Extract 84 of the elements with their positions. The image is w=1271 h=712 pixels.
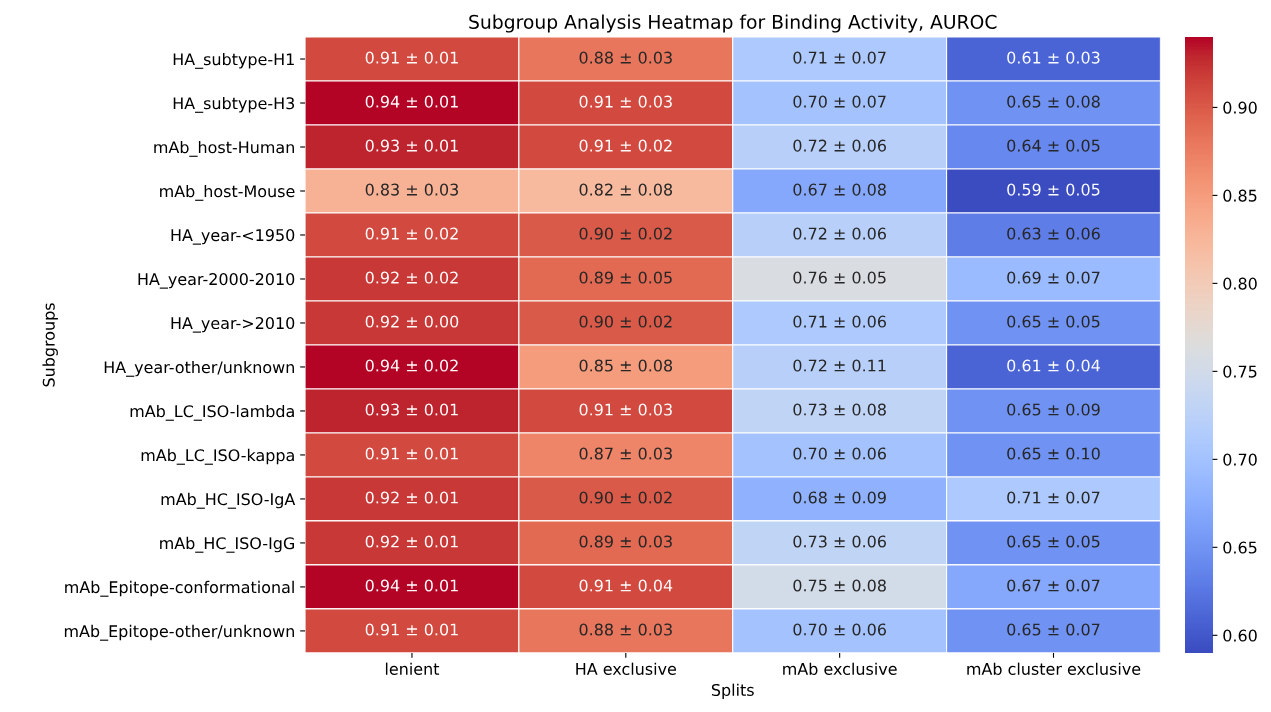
x-tick-label: mAb exclusive xyxy=(783,662,897,675)
data-label: 0.61 ± 0.03 xyxy=(1007,51,1100,64)
data-label: 0.91 ± 0.01 xyxy=(365,623,458,636)
data-label: 0.91 ± 0.03 xyxy=(579,403,672,416)
y-tick-label: mAb_LC_ISO-kappa xyxy=(141,448,294,465)
y-tick-label: HA_year->2010 xyxy=(171,317,295,333)
data-label: 0.73 ± 0.06 xyxy=(793,535,886,548)
data-label: 0.71 ± 0.06 xyxy=(793,315,886,328)
data-label: 0.69 ± 0.07 xyxy=(1007,271,1100,284)
y-tick-label: mAb_host-Human xyxy=(154,140,294,157)
x-tick-label: mAb cluster exclusive xyxy=(967,662,1141,675)
data-label: 0.71 ± 0.07 xyxy=(793,51,886,64)
y-tick-label: mAb_Epitope-conformational xyxy=(65,580,294,597)
data-label: 0.92 ± 0.02 xyxy=(365,271,458,284)
x-tick-label: HA exclusive xyxy=(576,662,677,675)
y-tick-label: HA_year-<1950 xyxy=(171,229,295,245)
data-label: 0.70 ± 0.07 xyxy=(793,95,886,108)
color-bar-label: 0.85 xyxy=(1223,189,1257,202)
data-label: 0.92 ± 0.01 xyxy=(365,535,458,548)
x-axis-title: Splits xyxy=(711,683,754,700)
data-label: 0.90 ± 0.02 xyxy=(579,491,672,504)
data-label: 0.65 ± 0.05 xyxy=(1007,315,1100,328)
color-bar-label: 0.90 xyxy=(1223,101,1257,114)
data-label: 0.88 ± 0.03 xyxy=(579,623,672,636)
chart-title: Subgroup Analysis Heatmap for Binding Activity, AUROC xyxy=(469,14,997,33)
data-label: 0.94 ± 0.01 xyxy=(365,579,458,592)
data-label: 0.72 ± 0.06 xyxy=(793,227,886,240)
data-label: 0.85 ± 0.08 xyxy=(579,359,673,372)
data-label: 0.67 ± 0.08 xyxy=(793,183,886,196)
data-label: 0.75 ± 0.08 xyxy=(793,579,886,592)
data-label: 0.93 ± 0.01 xyxy=(365,139,458,152)
y-tick-label: HA_year-other/unknown xyxy=(104,360,294,377)
data-label: 0.91 ± 0.03 xyxy=(579,95,672,108)
color-bar-label: 0.60 xyxy=(1223,629,1257,642)
data-label: 0.89 ± 0.05 xyxy=(579,271,672,284)
color-bar-label: 0.80 xyxy=(1223,277,1257,290)
y-tick-label: mAb_HC_ISO-IgG xyxy=(160,536,294,553)
data-label: 0.87 ± 0.03 xyxy=(579,447,672,460)
data-label: 0.65 ± 0.10 xyxy=(1007,447,1100,460)
data-label: 0.92 ± 0.01 xyxy=(365,491,458,504)
y-tick-label: HA_subtype-H1 xyxy=(173,52,294,69)
data-label: 0.63 ± 0.06 xyxy=(1007,227,1100,240)
data-label: 0.71 ± 0.07 xyxy=(1007,491,1100,504)
y-tick-label: mAb_HC_ISO-IgA xyxy=(161,492,296,509)
color-bar-label: 0.75 xyxy=(1223,365,1257,378)
data-label: 0.94 ± 0.01 xyxy=(365,95,458,108)
data-label: 0.70 ± 0.06 xyxy=(793,447,886,460)
data-label: 0.88 ± 0.03 xyxy=(579,51,672,64)
data-label: 0.90 ± 0.02 xyxy=(579,315,672,328)
data-label: 0.93 ± 0.01 xyxy=(365,403,458,416)
data-label: 0.91 ± 0.04 xyxy=(579,579,673,592)
data-label: 0.91 ± 0.01 xyxy=(365,447,458,460)
data-label: 0.83 ± 0.03 xyxy=(365,183,459,196)
y-tick-label: HA_subtype-H3 xyxy=(173,96,295,113)
data-label: 0.68 ± 0.09 xyxy=(793,491,886,504)
data-label: 0.90 ± 0.02 xyxy=(579,227,672,240)
data-label: 0.65 ± 0.09 xyxy=(1007,403,1100,416)
data-label: 0.70 ± 0.06 xyxy=(793,623,886,636)
data-label: 0.94 ± 0.02 xyxy=(365,359,458,372)
data-label: 0.67 ± 0.07 xyxy=(1007,579,1100,592)
data-label: 0.64 ± 0.05 xyxy=(1007,139,1100,152)
data-label: 0.91 ± 0.01 xyxy=(365,51,458,64)
data-label: 0.76 ± 0.05 xyxy=(793,271,886,284)
color-bar-label: 0.65 xyxy=(1223,541,1257,554)
data-label: 0.89 ± 0.03 xyxy=(579,535,672,548)
data-label: 0.65 ± 0.05 xyxy=(1007,535,1100,548)
y-tick-label: HA_year-2000-2010 xyxy=(138,273,295,289)
data-label: 0.72 ± 0.06 xyxy=(793,139,886,152)
x-tick-label: lenient xyxy=(385,662,440,675)
data-label: 0.73 ± 0.08 xyxy=(793,403,886,416)
data-label: 0.61 ± 0.04 xyxy=(1007,359,1100,372)
data-label: 0.82 ± 0.08 xyxy=(579,183,673,196)
color-bar-label: 0.70 xyxy=(1223,453,1257,466)
data-label: 0.72 ± 0.11 xyxy=(793,359,886,372)
data-label: 0.65 ± 0.07 xyxy=(1007,623,1100,636)
y-tick-label: mAb_host-Mouse xyxy=(160,184,295,201)
y-tick-label: mAb_LC_ISO-lambda xyxy=(130,404,294,421)
data-label: 0.59 ± 0.05 xyxy=(1007,183,1100,196)
data-label: 0.92 ± 0.00 xyxy=(365,315,459,328)
data-label: 0.65 ± 0.08 xyxy=(1007,95,1100,108)
data-label: 0.91 ± 0.02 xyxy=(579,139,672,152)
data-label: 0.91 ± 0.02 xyxy=(365,227,458,240)
y-tick-label: mAb_Epitope-other/unknown xyxy=(64,624,294,641)
y-axis-title: Subgroups xyxy=(42,303,58,387)
